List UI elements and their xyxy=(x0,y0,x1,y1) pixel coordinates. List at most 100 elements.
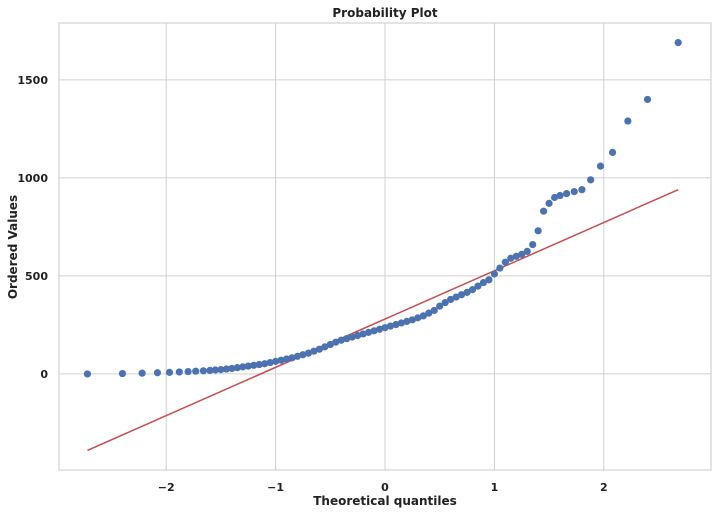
data-point xyxy=(282,355,291,363)
chart-title: Probability Plot xyxy=(332,6,437,20)
data-point xyxy=(359,330,367,338)
data-point xyxy=(364,328,373,336)
data-point xyxy=(479,278,488,287)
points-layer xyxy=(83,39,682,378)
data-point xyxy=(192,367,200,375)
y-axis-label: Ordered Values xyxy=(6,195,20,299)
data-point xyxy=(425,309,433,317)
data-point xyxy=(343,335,351,343)
data-point xyxy=(261,360,269,368)
data-point xyxy=(523,247,531,256)
data-point xyxy=(293,352,302,360)
data-point xyxy=(550,193,559,202)
data-point xyxy=(321,343,329,351)
data-point xyxy=(430,306,438,315)
fit-line xyxy=(87,188,679,452)
y-tick-label: 0 xyxy=(40,368,48,381)
data-point xyxy=(118,369,127,378)
data-point xyxy=(175,368,183,376)
data-point xyxy=(490,270,498,278)
data-point xyxy=(578,186,586,194)
data-point xyxy=(370,327,378,335)
x-tick-label: 2 xyxy=(600,481,608,494)
data-point xyxy=(250,361,258,369)
data-point xyxy=(403,317,411,325)
data-point xyxy=(474,282,482,290)
y-tick-labels: 0 500 1000 1500 xyxy=(17,74,48,381)
data-point xyxy=(468,286,477,294)
data-point xyxy=(299,351,307,359)
x-tick-label: 0 xyxy=(381,481,389,494)
data-point xyxy=(244,362,252,370)
grid-layer xyxy=(59,23,711,470)
data-point xyxy=(512,252,520,260)
data-point xyxy=(206,366,214,375)
data-point xyxy=(83,370,92,378)
data-point xyxy=(545,199,553,207)
data-point xyxy=(153,369,162,377)
data-point xyxy=(386,322,395,330)
data-point xyxy=(419,312,427,320)
data-point xyxy=(392,320,400,329)
data-point xyxy=(452,293,460,301)
data-point xyxy=(596,162,605,170)
data-point xyxy=(228,364,236,373)
data-point xyxy=(375,325,384,333)
fit-line-layer xyxy=(87,188,679,452)
data-point xyxy=(501,258,509,266)
data-point xyxy=(354,331,362,340)
y-tick-label: 500 xyxy=(25,270,48,283)
data-point xyxy=(496,264,504,272)
data-point xyxy=(447,295,455,304)
data-point xyxy=(587,176,595,184)
x-tick-label: −2 xyxy=(158,481,175,494)
data-point xyxy=(463,288,471,296)
data-point xyxy=(277,356,285,364)
data-point xyxy=(674,39,682,47)
data-point xyxy=(199,367,208,375)
data-point xyxy=(337,336,345,344)
data-point xyxy=(165,368,174,376)
data-point xyxy=(540,207,548,215)
data-point xyxy=(457,291,466,299)
data-point xyxy=(436,302,444,310)
x-tick-labels: −2 −1 0 1 2 xyxy=(158,481,608,494)
data-point xyxy=(255,360,263,369)
data-point xyxy=(138,369,146,377)
x-axis-label: Theoretical quantiles xyxy=(313,494,457,508)
data-point xyxy=(310,347,318,355)
data-point xyxy=(184,367,192,376)
data-point xyxy=(222,365,230,373)
data-point xyxy=(211,366,220,374)
data-point xyxy=(381,324,389,332)
data-point xyxy=(288,354,296,362)
data-point xyxy=(608,148,617,156)
data-point xyxy=(643,95,652,104)
data-point xyxy=(272,357,280,365)
y-tick-label: 1000 xyxy=(17,172,48,185)
data-point xyxy=(304,349,313,357)
data-point xyxy=(529,240,537,249)
data-point xyxy=(332,338,340,346)
data-point xyxy=(556,191,564,200)
data-point xyxy=(507,254,515,262)
data-point xyxy=(217,366,225,374)
data-point xyxy=(485,276,493,284)
data-point xyxy=(624,117,632,125)
data-point xyxy=(534,227,542,235)
data-point xyxy=(408,316,416,324)
y-tick-label: 1500 xyxy=(17,74,48,87)
x-tick-label: −1 xyxy=(267,481,284,494)
data-point xyxy=(326,340,334,349)
x-tick-label: 1 xyxy=(491,481,499,494)
data-point xyxy=(348,333,356,341)
data-point xyxy=(239,363,247,371)
plot-frame xyxy=(58,22,712,471)
data-point xyxy=(315,345,323,353)
data-point xyxy=(441,298,449,307)
data-point xyxy=(562,189,571,198)
data-point xyxy=(266,358,274,367)
data-point xyxy=(518,250,526,258)
data-point xyxy=(233,364,241,372)
